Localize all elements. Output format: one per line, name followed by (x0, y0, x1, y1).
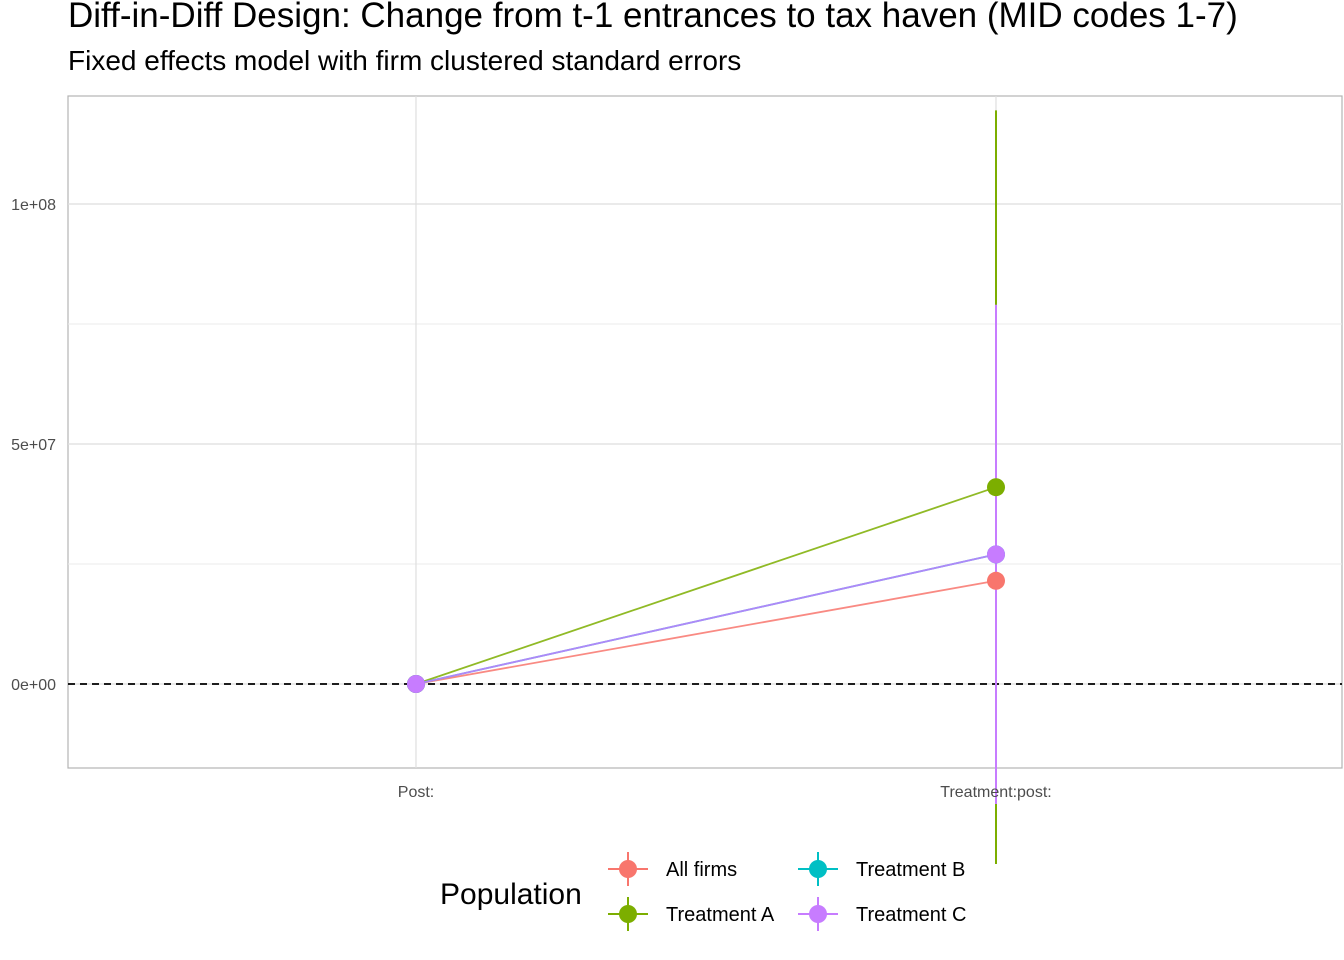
axis-labels-layer: 0e+00 5e+07 1e+08 Post: Treatment:post: (11, 197, 1052, 801)
legend-key-point (619, 905, 637, 923)
legend-label: Treatment B (856, 859, 965, 881)
data-point (987, 478, 1005, 497)
data-point (987, 571, 1005, 590)
legend-item: Treatment A (608, 897, 775, 931)
legend-label: All firms (666, 859, 737, 881)
chart-subtitle: Fixed effects model with firm clustered … (68, 45, 742, 76)
legend-item: Treatment C (798, 897, 966, 931)
legend-label: Treatment A (666, 904, 775, 926)
legend-label: Treatment C (856, 904, 966, 926)
legend-key-point (619, 860, 637, 878)
grid-layer (68, 96, 1342, 768)
legend-item: All firms (608, 852, 737, 886)
y-tick-label: 5e+07 (11, 437, 56, 454)
legend: Population All firms Treatment A Treatment … (440, 852, 966, 931)
x-tick-label: Treatment:post: (940, 784, 1051, 801)
series-lines-layer (415, 486, 997, 685)
x-tick-label: Post: (398, 784, 434, 801)
legend-key-point (809, 905, 827, 923)
series-line (415, 486, 997, 685)
data-point (407, 675, 425, 693)
legend-key-point (809, 860, 827, 878)
chart-title: Diff-in-Diff Design: Change from t-1 ent… (68, 0, 1238, 35)
legend-title: Population (440, 878, 582, 911)
y-tick-label: 0e+00 (11, 677, 56, 694)
series-line (415, 579, 997, 685)
legend-item: Treatment B (798, 852, 965, 886)
plot-panel-border (67, 95, 1343, 769)
series-line (415, 553, 997, 685)
points-layer (407, 478, 1005, 693)
y-tick-label: 1e+08 (11, 197, 56, 214)
data-point (987, 545, 1005, 564)
